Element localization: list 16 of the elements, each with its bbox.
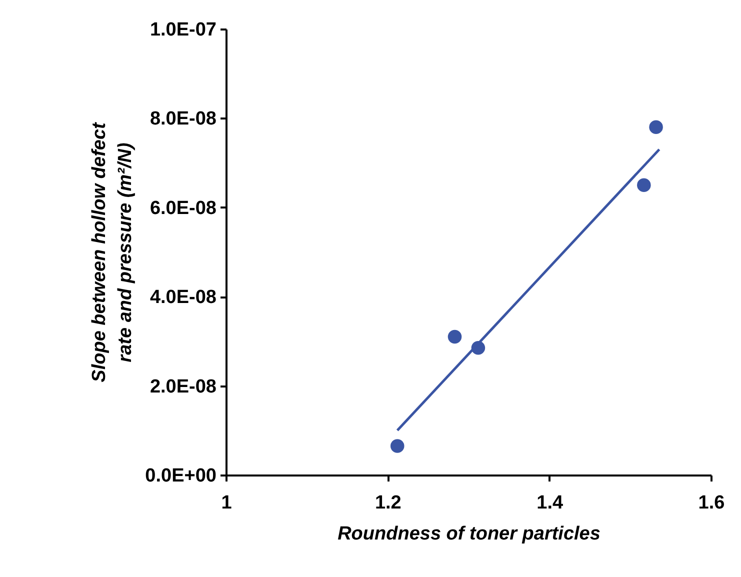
x-tick-label: 1.6 bbox=[698, 492, 725, 514]
y-tick-label: 4.0E-08 bbox=[150, 287, 216, 308]
point bbox=[390, 439, 404, 453]
point bbox=[649, 120, 663, 134]
point bbox=[637, 178, 651, 192]
x-axis-title: Roundness of toner particles bbox=[338, 524, 600, 544]
x-tick-label: 1 bbox=[221, 492, 232, 514]
y-tick-label: 2.0E-08 bbox=[150, 376, 216, 398]
y-tick-label: 0.0E+00 bbox=[145, 466, 216, 486]
x-tick-label: 1.4 bbox=[536, 492, 564, 514]
point bbox=[448, 330, 462, 344]
y-tick-label: 6.0E-08 bbox=[150, 198, 216, 219]
y-axis-title: Slope between hollow defect rate and pressure (m²/N) bbox=[89, 122, 136, 382]
y-tick-label: 8.0E-08 bbox=[150, 108, 216, 130]
x-tick-label: 1.2 bbox=[374, 492, 402, 514]
y-tick-label: 1.0E-07 bbox=[150, 20, 216, 40]
